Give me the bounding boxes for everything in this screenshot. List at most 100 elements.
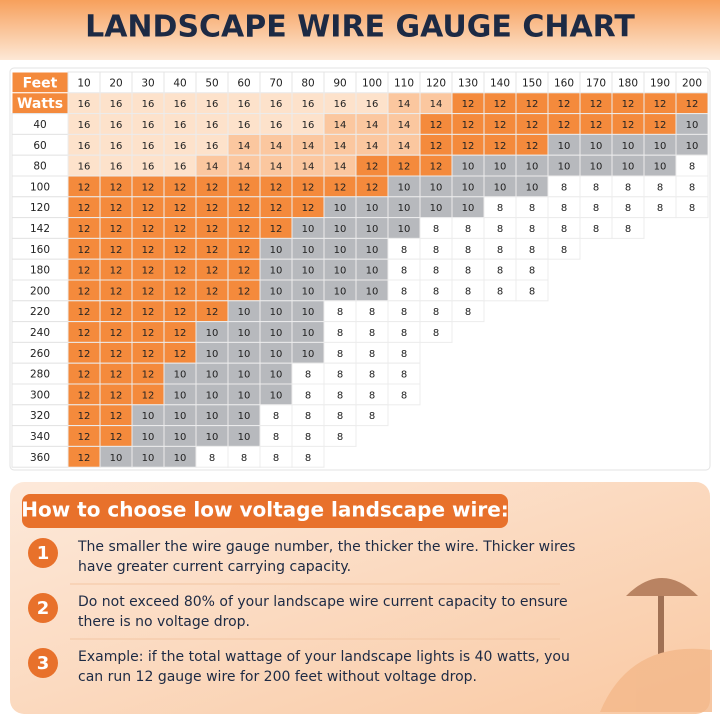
gauge-value: 12 [334,182,347,193]
gauge-value: 12 [462,120,475,131]
gauge-value: 12 [142,370,155,381]
column-header: 130 [458,77,478,89]
row-label: 320 [30,410,50,422]
gauge-value: 16 [302,99,315,110]
gauge-value: 10 [654,162,667,173]
gauge-value: 16 [238,99,251,110]
gauge-value: 8 [241,453,247,464]
gauge-value: 12 [110,328,123,339]
gauge-value: 16 [270,120,283,131]
gauge-value: 12 [590,99,603,110]
gauge-value: 10 [270,390,283,401]
gauge-value: 10 [462,162,475,173]
gauge-value: 12 [462,141,475,152]
column-header: 30 [141,77,154,89]
gauge-value: 8 [401,370,407,381]
gauge-value: 10 [174,453,187,464]
gauge-value: 10 [270,370,283,381]
gauge-value: 8 [433,224,439,235]
column-header: 20 [109,77,122,89]
gauge-value: 10 [398,182,411,193]
gauge-value: 12 [110,224,123,235]
gauge-value: 12 [686,99,699,110]
gauge-value: 16 [78,99,91,110]
gauge-value: 8 [337,307,343,318]
gauge-value: 12 [302,182,315,193]
gauge-value: 12 [78,266,91,277]
guide-panel [10,482,710,714]
row-label: 260 [30,348,50,360]
gauge-value: 16 [174,99,187,110]
step-badge [28,593,58,623]
gauge-value: 12 [78,328,91,339]
gauge-value: 12 [174,203,187,214]
gauge-value: 10 [366,224,379,235]
gauge-value: 12 [78,203,91,214]
gauge-value: 10 [526,162,539,173]
gauge-value: 12 [558,120,571,131]
gauge-value: 12 [238,245,251,256]
gauge-value: 12 [494,141,507,152]
gauge-value: 12 [78,307,91,318]
gauge-value: 14 [334,162,347,173]
gauge-value: 12 [142,328,155,339]
gauge-value: 10 [206,370,219,381]
gauge-value: 8 [625,224,631,235]
gauge-value: 12 [238,224,251,235]
gauge-value: 16 [206,141,219,152]
gauge-value: 8 [337,390,343,401]
gauge-value: 8 [593,224,599,235]
row-label: 142 [30,223,50,235]
gauge-value: 12 [174,307,187,318]
gauge-value: 8 [593,182,599,193]
gauge-value: 12 [238,286,251,297]
gauge-value: 12 [270,203,283,214]
gauge-value: 10 [558,141,571,152]
gauge-value: 8 [305,370,311,381]
gauge-value: 12 [78,224,91,235]
gauge-value: 8 [497,245,503,256]
gauge-value: 12 [78,286,91,297]
gauge-value: 8 [561,182,567,193]
row-label: 60 [33,140,46,152]
gauge-value: 10 [302,266,315,277]
gauge-value: 12 [238,266,251,277]
guide-heading: How to choose low voltage landscape wire… [21,498,509,522]
gauge-value: 16 [142,120,155,131]
gauge-value: 12 [78,370,91,381]
row-label: 160 [30,244,50,256]
gauge-value: 12 [430,162,443,173]
gauge-value: 8 [273,453,279,464]
gauge-value: 10 [238,370,251,381]
gauge-value: 10 [206,432,219,443]
gauge-value: 10 [238,307,251,318]
gauge-value: 8 [625,182,631,193]
row-label: 220 [30,306,50,318]
gauge-value: 8 [625,203,631,214]
gauge-value: 12 [142,307,155,318]
gauge-value: 8 [369,307,375,318]
column-header: 180 [618,77,638,89]
gauge-value: 8 [433,328,439,339]
gauge-value: 12 [174,182,187,193]
gauge-value: 14 [366,120,379,131]
gauge-value: 12 [206,182,219,193]
gauge-value: 12 [142,349,155,360]
gauge-value: 10 [622,162,635,173]
row-label: Watts [17,96,63,112]
column-header: 150 [522,77,542,89]
title: LANDSCAPE WIRE GAUGE CHART [85,10,635,45]
gauge-value: 12 [526,141,539,152]
gauge-value: 12 [654,99,667,110]
gauge-value: 8 [337,411,343,422]
gauge-value: 10 [174,370,187,381]
gauge-value: 10 [654,141,667,152]
gauge-value: 12 [142,266,155,277]
gauge-value: 12 [110,349,123,360]
gauge-value: 8 [593,203,599,214]
column-header: 90 [333,77,346,89]
row-label: 180 [30,265,50,277]
gauge-value: 10 [302,307,315,318]
gauge-value: 10 [590,141,603,152]
